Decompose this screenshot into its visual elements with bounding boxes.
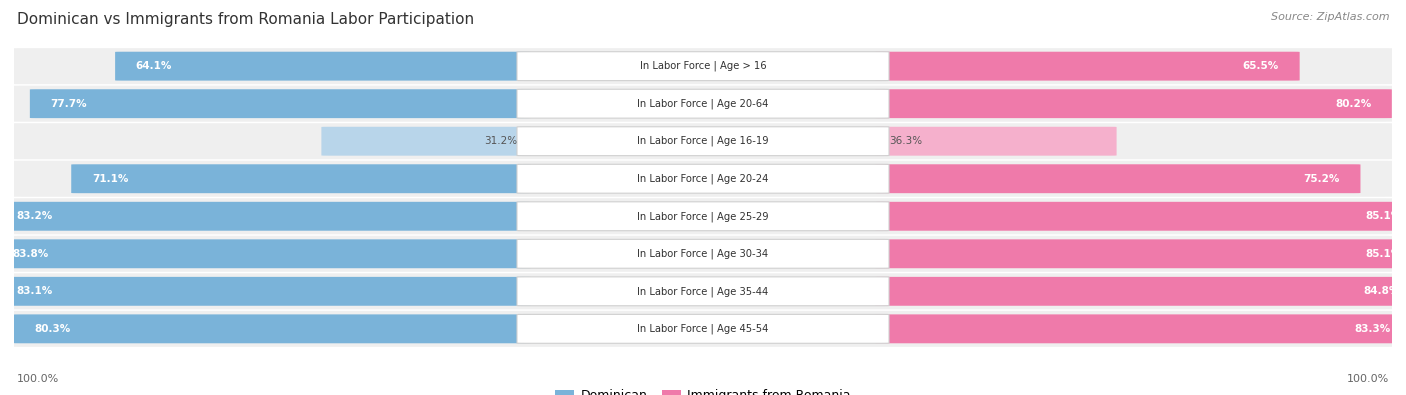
Text: 85.1%: 85.1% [1365, 249, 1402, 259]
FancyBboxPatch shape [0, 239, 531, 268]
Text: In Labor Force | Age 25-29: In Labor Force | Age 25-29 [637, 211, 769, 222]
Text: Dominican vs Immigrants from Romania Labor Participation: Dominican vs Immigrants from Romania Lab… [17, 12, 474, 27]
Text: 64.1%: 64.1% [136, 61, 172, 71]
FancyBboxPatch shape [517, 127, 889, 156]
Text: In Labor Force | Age 20-24: In Labor Force | Age 20-24 [637, 173, 769, 184]
FancyBboxPatch shape [7, 86, 1399, 122]
Text: 71.1%: 71.1% [91, 174, 128, 184]
FancyBboxPatch shape [875, 202, 1406, 231]
FancyBboxPatch shape [322, 127, 531, 156]
FancyBboxPatch shape [875, 127, 1116, 156]
Text: In Labor Force | Age 20-64: In Labor Force | Age 20-64 [637, 98, 769, 109]
FancyBboxPatch shape [0, 277, 531, 306]
FancyBboxPatch shape [517, 164, 889, 193]
Text: 85.1%: 85.1% [1365, 211, 1402, 221]
FancyBboxPatch shape [875, 239, 1406, 268]
FancyBboxPatch shape [875, 164, 1361, 193]
Text: 80.2%: 80.2% [1334, 99, 1371, 109]
Text: 83.3%: 83.3% [1354, 324, 1391, 334]
FancyBboxPatch shape [517, 239, 889, 268]
Text: 75.2%: 75.2% [1303, 174, 1340, 184]
Text: 100.0%: 100.0% [1347, 374, 1389, 384]
FancyBboxPatch shape [7, 273, 1399, 309]
Text: 83.2%: 83.2% [15, 211, 52, 221]
Text: 80.3%: 80.3% [34, 324, 70, 334]
Text: 31.2%: 31.2% [484, 136, 517, 146]
FancyBboxPatch shape [875, 89, 1392, 118]
Text: 65.5%: 65.5% [1243, 61, 1279, 71]
Text: In Labor Force | Age 35-44: In Labor Force | Age 35-44 [637, 286, 769, 297]
FancyBboxPatch shape [875, 52, 1299, 81]
Text: 100.0%: 100.0% [17, 374, 59, 384]
Text: In Labor Force | Age > 16: In Labor Force | Age > 16 [640, 61, 766, 71]
FancyBboxPatch shape [875, 314, 1406, 343]
FancyBboxPatch shape [72, 164, 531, 193]
FancyBboxPatch shape [7, 236, 1399, 272]
FancyBboxPatch shape [14, 314, 531, 343]
FancyBboxPatch shape [30, 89, 531, 118]
Text: In Labor Force | Age 30-34: In Labor Force | Age 30-34 [637, 248, 769, 259]
FancyBboxPatch shape [517, 314, 889, 343]
FancyBboxPatch shape [7, 123, 1399, 159]
FancyBboxPatch shape [7, 161, 1399, 197]
FancyBboxPatch shape [517, 52, 889, 81]
FancyBboxPatch shape [115, 52, 531, 81]
FancyBboxPatch shape [7, 198, 1399, 234]
Legend: Dominican, Immigrants from Romania: Dominican, Immigrants from Romania [550, 384, 856, 395]
FancyBboxPatch shape [7, 311, 1399, 347]
Text: 83.8%: 83.8% [13, 249, 49, 259]
Text: In Labor Force | Age 45-54: In Labor Force | Age 45-54 [637, 324, 769, 334]
FancyBboxPatch shape [875, 277, 1406, 306]
FancyBboxPatch shape [517, 277, 889, 306]
Text: Source: ZipAtlas.com: Source: ZipAtlas.com [1271, 12, 1389, 22]
Text: 77.7%: 77.7% [51, 99, 87, 109]
FancyBboxPatch shape [517, 202, 889, 231]
FancyBboxPatch shape [0, 202, 531, 231]
Text: 36.3%: 36.3% [889, 136, 922, 146]
Text: In Labor Force | Age 16-19: In Labor Force | Age 16-19 [637, 136, 769, 147]
FancyBboxPatch shape [517, 89, 889, 118]
Text: 84.8%: 84.8% [1364, 286, 1400, 296]
Text: 83.1%: 83.1% [17, 286, 53, 296]
FancyBboxPatch shape [7, 48, 1399, 84]
